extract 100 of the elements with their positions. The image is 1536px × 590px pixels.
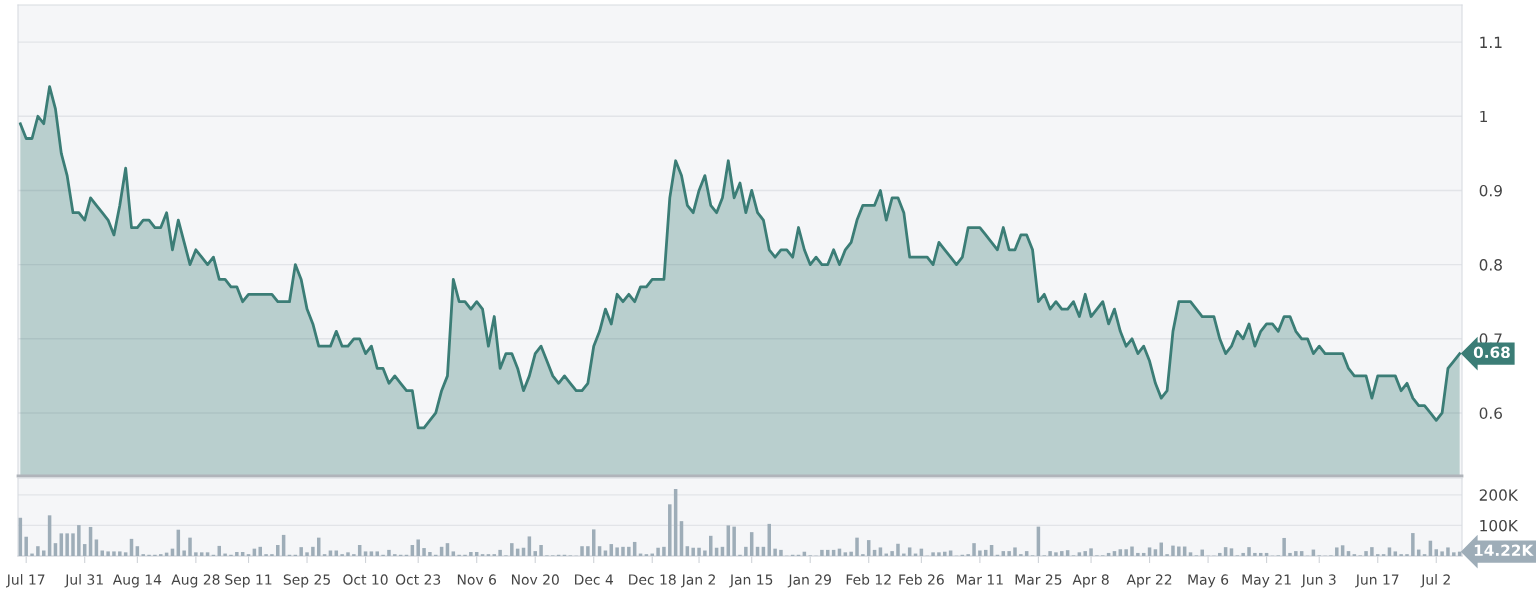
bar <box>346 552 350 556</box>
bar <box>199 552 204 556</box>
bar <box>1124 549 1128 556</box>
bar <box>586 546 590 556</box>
x-tick-label: Dec 4 <box>575 574 614 585</box>
y-tick-label: 1.1 <box>1480 36 1502 48</box>
bar <box>1247 547 1251 556</box>
bar <box>1440 551 1444 556</box>
x-tick-label: Jul 2 <box>1420 574 1450 588</box>
bar <box>656 547 660 556</box>
bar <box>580 546 584 556</box>
bar <box>1065 550 1070 556</box>
bar <box>498 549 502 556</box>
bar <box>708 535 713 556</box>
bar <box>1364 551 1368 556</box>
bar <box>615 547 619 556</box>
x-tick-label: Aug 14 <box>112 574 162 588</box>
bar <box>1446 547 1450 556</box>
bar <box>235 552 239 556</box>
bar <box>907 547 912 556</box>
bar <box>1253 552 1257 556</box>
bar <box>1013 547 1017 556</box>
x-tick-label: Oct 10 <box>343 574 388 585</box>
x-tick-label: Feb 26 <box>899 574 944 585</box>
bar <box>1200 549 1204 556</box>
bar <box>1370 547 1374 556</box>
bar <box>539 544 543 556</box>
bar <box>744 546 748 556</box>
bar <box>428 552 432 556</box>
x-tick-label: Jul 31 <box>64 574 103 588</box>
bar <box>1294 551 1298 556</box>
bar <box>416 539 420 556</box>
bar <box>422 548 426 556</box>
bar <box>1241 552 1245 556</box>
bar <box>697 547 701 556</box>
bar <box>24 536 28 556</box>
bar <box>1007 551 1011 556</box>
x-tick-label: Feb 12 <box>846 574 891 585</box>
bar <box>1188 552 1193 556</box>
bar <box>65 533 69 556</box>
x-tick-label: Sep 11 <box>225 574 272 588</box>
bar <box>1282 537 1286 556</box>
text: 14.22K <box>1474 544 1534 556</box>
bar <box>387 549 391 556</box>
bar <box>194 552 198 556</box>
bar <box>662 546 666 556</box>
bar <box>305 552 309 556</box>
y-tick-label: 0.9 <box>1479 184 1502 197</box>
bar <box>188 537 192 556</box>
bar <box>732 526 736 556</box>
bar <box>1452 552 1456 556</box>
bar <box>1060 551 1064 556</box>
x-tick-label: Apr 22 <box>1126 574 1172 588</box>
bar <box>311 546 315 556</box>
bar <box>1130 546 1134 556</box>
x-tick-label: Jan 15 <box>729 574 773 588</box>
bar <box>668 504 672 556</box>
bar <box>627 546 631 556</box>
bar <box>369 551 374 556</box>
bar <box>1171 545 1175 556</box>
x-tick-label: Nov 20 <box>511 574 559 585</box>
bar <box>1387 547 1392 556</box>
x-tick-label: Dec 18 <box>629 574 676 585</box>
bar <box>77 525 81 556</box>
text: 0.68 <box>1473 346 1510 359</box>
x-tick-label: Aug 28 <box>171 574 220 588</box>
x-tick-label: Jan 2 <box>680 574 715 588</box>
bar <box>123 552 128 556</box>
bar <box>820 549 824 556</box>
bar <box>773 548 777 556</box>
bar <box>1089 548 1093 556</box>
bar <box>451 551 456 556</box>
bar <box>896 543 900 556</box>
x-tick-label: Mar 11 <box>957 574 1003 585</box>
bar <box>878 547 883 556</box>
bar <box>931 552 935 556</box>
bar <box>276 544 280 556</box>
bar <box>937 552 941 556</box>
bar <box>779 549 783 556</box>
bar <box>533 551 537 556</box>
bar <box>948 550 953 556</box>
bar <box>100 550 105 556</box>
bar <box>334 550 339 556</box>
bar <box>118 551 122 556</box>
bar <box>703 550 707 556</box>
bar <box>1083 551 1087 556</box>
bar <box>1048 551 1052 556</box>
x-tick-label: May 6 <box>1188 574 1229 588</box>
bar <box>299 547 303 556</box>
bar <box>469 552 473 556</box>
bar <box>328 550 333 556</box>
x-tick-label: Mar 25 <box>1015 574 1062 585</box>
bar <box>1136 552 1140 556</box>
bar <box>855 537 859 556</box>
x-tick-label: Jan 29 <box>787 574 831 588</box>
y-tick-label: 0.8 <box>1479 259 1502 271</box>
bar <box>1335 547 1339 556</box>
bar <box>621 546 625 556</box>
bar <box>112 551 116 556</box>
bar <box>71 533 75 556</box>
